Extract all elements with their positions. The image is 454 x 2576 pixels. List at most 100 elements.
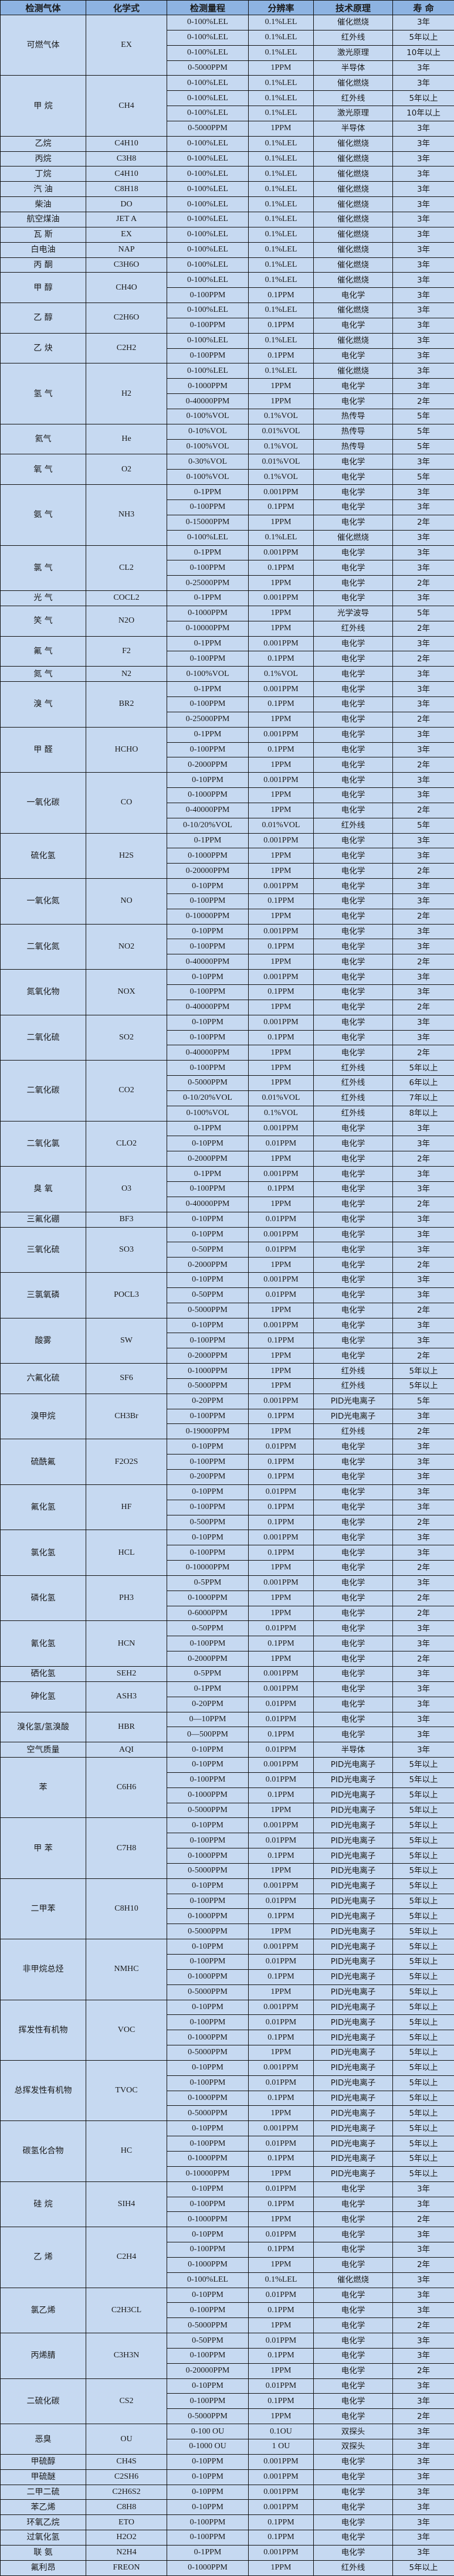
lifespan-cell: 5年以上 xyxy=(392,1772,454,1788)
range-cell: 0-100%VOL xyxy=(167,469,249,485)
resolution-cell: 1PPM xyxy=(248,2045,314,2061)
table-row: 酸雾 SW 0-10PPM 0.001PPM 电化学 3年 xyxy=(0,1317,454,1364)
gas-name-cell: 酸雾 xyxy=(0,1317,86,1364)
principle-cell: 电化学 xyxy=(313,939,393,955)
resolution-cell: 1PPM xyxy=(248,1151,314,1167)
table-row: 0-2000PPM 1PPM 电化学 2年 xyxy=(1,1651,454,1667)
principle-cell: 电化学 xyxy=(313,2530,393,2546)
resolution-cell: 0.1%LEL xyxy=(248,257,314,273)
gas-name-cell: 丙烷 xyxy=(0,151,86,167)
lifespan-cell: 5年以上 xyxy=(392,2060,454,2076)
principle-cell: PID光电离子 xyxy=(313,2120,393,2137)
principle-cell: 电化学 xyxy=(313,469,393,485)
table-row: 联 氨 N2H4 0-1PPM 0.001PPM 电化学 3年 xyxy=(0,2544,454,2561)
resolution-cell: 1PPM xyxy=(248,1984,314,2000)
table-row: 三氧化硫 SO3 0-10PPM 0.001PPM 电化学 3年 xyxy=(0,1226,454,1273)
table-row: 0-1000PPM 0.1PPM PID光电离子 5年以上 xyxy=(1,1908,454,1925)
table-row: 航空煤油 JET A 0-100%LEL 0.1%LEL 催化燃烧 3年 xyxy=(0,211,454,227)
resolution-cell: 1PPM xyxy=(248,1075,314,1091)
resolution-cell: 0.1%VOL xyxy=(248,469,314,485)
range-cell: 0-10PPM xyxy=(167,2469,249,2485)
formula-cell: SEH2 xyxy=(86,1666,167,1682)
table-row: 甲 烷 CH4 0-100%LEL 0.1%LEL 催化燃烧 3年 xyxy=(0,75,454,137)
principle-cell: PID光电离子 xyxy=(313,1999,393,2016)
table-row: 0-100PPM 0.1PPM 电化学 3年 xyxy=(1,939,454,955)
lifespan-cell: 3年 xyxy=(392,726,454,743)
resolution-cell: 0.001PPM xyxy=(248,772,314,789)
lifespan-cell: 3年 xyxy=(392,2272,454,2288)
resolution-cell: 0.001PPM xyxy=(248,590,314,606)
range-cell: 0-10PPM xyxy=(167,1817,249,1834)
range-cell: 0-1PPM xyxy=(167,681,249,697)
formula-cell: AQI xyxy=(86,1742,167,1758)
principle-cell: 红外线 xyxy=(313,29,393,46)
formula-cell: C8H8 xyxy=(86,2499,167,2516)
lifespan-cell: 3年 xyxy=(392,969,454,985)
lifespan-cell: 3年 xyxy=(392,151,454,167)
table-row: 苯 C6H6 0-10PPM 0.001PPM PID光电离子 5年以上 xyxy=(0,1757,454,1819)
lifespan-cell: 3年 xyxy=(392,2499,454,2516)
lifespan-cell: 3年 xyxy=(392,378,454,395)
range-cell: 0-5000PPM xyxy=(167,2105,249,2122)
resolution-cell: 0.01PPM xyxy=(248,1893,314,1909)
table-row: 0-100PPM 0.01PPM PID光电离子 5年以上 xyxy=(1,1954,454,1970)
lifespan-cell: 3年 xyxy=(392,2484,454,2500)
resolution-cell: 0.1PPM xyxy=(248,1029,314,1046)
principle-cell: 催化燃烧 xyxy=(313,303,393,318)
range-cell: 0-10PPM xyxy=(167,2060,249,2076)
table-row: 0-50PPM 0.01PPM 电化学 3年 xyxy=(1,1242,454,1258)
table-row: 0-40000PPM 1PPM 电化学 2年 xyxy=(1,1196,454,1212)
principle-cell: PID光电离子 xyxy=(313,1817,393,1834)
table-row: 碳氢化合物 HC 0-10PPM 0.001PPM PID光电离子 5年以上 xyxy=(0,2120,454,2182)
formula-cell: SO3 xyxy=(86,1226,167,1273)
resolution-cell: 0.1PPM xyxy=(248,1469,314,1485)
range-cell: 0-100PPM xyxy=(167,1454,249,1470)
resolution-cell: 0.001PPM xyxy=(248,1666,314,1682)
gas-name-cell: 一氧化氮 xyxy=(0,878,86,925)
gas-name-cell: 氢 气 xyxy=(0,363,86,424)
lifespan-cell: 3年 xyxy=(392,1454,454,1470)
lifespan-cell: 3年 xyxy=(392,1530,454,1546)
principle-cell: 催化燃烧 xyxy=(313,211,393,227)
table-row: 0-100PPM 0.1PPM 电化学 3年 xyxy=(1,742,454,758)
lifespan-cell: 5年以上 xyxy=(392,1969,454,1985)
table-row: 氧 气 O2 0-30%VOL 0.01%VOL 电化学 3年 xyxy=(0,454,454,485)
formula-cell: C8H10 xyxy=(86,1878,167,1940)
lifespan-cell: 5年以上 xyxy=(392,2090,454,2106)
gas-name-cell: 甲硫醇 xyxy=(0,2453,86,2470)
range-cell: 0-100PPM xyxy=(167,2347,249,2364)
resolution-cell: 0.001PPM xyxy=(248,1393,314,1409)
principle-cell: 电化学 xyxy=(313,1560,393,1576)
lifespan-cell: 3年 xyxy=(392,681,454,697)
resolution-cell: 1PPM xyxy=(248,2256,314,2273)
range-cell: 0-100PPM xyxy=(167,317,249,334)
principle-cell: 电化学 xyxy=(313,954,393,970)
range-cell: 0-5000PPM xyxy=(167,1378,249,1394)
principle-cell: 电化学 xyxy=(313,1136,393,1152)
principle-cell: 电化学 xyxy=(313,1530,393,1546)
lifespan-cell: 2年 xyxy=(392,575,454,592)
lifespan-cell: 3年 xyxy=(392,1727,454,1743)
principle-cell: 电化学 xyxy=(313,1348,393,1364)
range-cell: 0-1000PPM xyxy=(167,2030,249,2046)
table-row: 硒化氢 SEH2 0-5PPM 0.001PPM 电化学 3年 xyxy=(0,1666,454,1682)
principle-cell: 热传导 xyxy=(313,423,393,440)
principle-cell: PID光电离子 xyxy=(313,1954,393,1970)
table-row: 0-5000PPM 1PPM PID光电离子 5年以上 xyxy=(1,1984,454,2000)
lifespan-cell: 2年 xyxy=(392,908,454,925)
table-row: 0-100%LEL 0.1%LEL 红外线 5年以上 xyxy=(1,90,454,107)
range-cell: 0-5000PPM xyxy=(167,1984,249,2000)
range-cell: 0-100PPM xyxy=(167,1499,249,1515)
resolution-cell: 0.01PPM xyxy=(248,1620,314,1637)
principle-cell: 电化学 xyxy=(313,757,393,773)
lifespan-cell: 3年 xyxy=(392,135,454,152)
lifespan-cell: 3年 xyxy=(392,1272,454,1288)
resolution-cell: 1PPM xyxy=(248,1302,314,1318)
range-cell: 0-1000PPM xyxy=(167,1363,249,1379)
gas-name-cell: 二氧化氯 xyxy=(0,1120,86,1167)
resolution-cell: 0.1PPM xyxy=(248,651,314,667)
range-cell: 0-10PPM xyxy=(167,2227,249,2243)
lifespan-cell: 3年 xyxy=(392,2514,454,2531)
range-cell: 0-1000PPM xyxy=(167,1787,249,1803)
gas-name-cell: 笑 气 xyxy=(0,605,86,637)
